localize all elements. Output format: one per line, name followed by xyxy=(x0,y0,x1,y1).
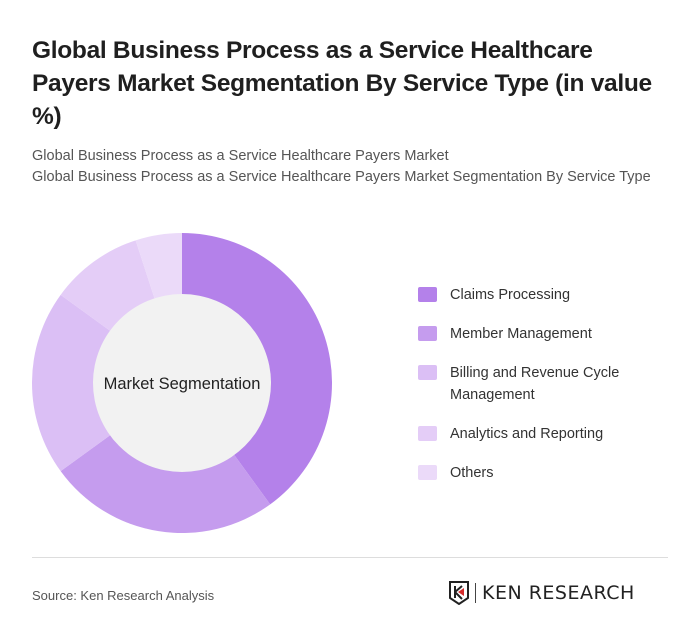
legend-item: Billing and Revenue Cycle Management xyxy=(418,362,678,406)
chart-subtitle: Global Business Process as a Service Hea… xyxy=(32,148,449,164)
legend-label: Analytics and Reporting xyxy=(450,426,604,442)
divider xyxy=(32,557,668,558)
chart-title: Global Business Process as a Service Hea… xyxy=(32,37,652,130)
donut-center xyxy=(93,294,271,472)
legend-label: Claims Processing xyxy=(450,287,571,303)
logo-text: KEN RESEARCH xyxy=(482,582,635,604)
legend-swatch xyxy=(418,287,437,302)
donut-chart: Market Segmentation xyxy=(31,233,332,533)
legend-label: Billing and Revenue Cycle Management xyxy=(450,365,620,403)
legend-item: Analytics and Reporting xyxy=(418,423,678,445)
legend-item: Others xyxy=(418,462,678,484)
logo-shield-icon xyxy=(449,581,469,605)
legend-item: Member Management xyxy=(418,323,678,345)
legend-label: Member Management xyxy=(450,326,592,342)
legend-swatch xyxy=(418,426,437,441)
source-note: Source: Ken Research Analysis xyxy=(32,588,215,603)
legend-item: Claims Processing xyxy=(418,284,678,306)
center-label: Market Segmentation xyxy=(104,375,261,393)
legend-label: Others xyxy=(450,465,494,481)
ken-research-logo: KEN RESEARCH xyxy=(448,581,635,605)
chart-subtitle-secondary: Global Business Process as a Service Hea… xyxy=(32,169,651,185)
legend-swatch xyxy=(418,465,437,480)
legend-swatch xyxy=(418,326,437,341)
legend-swatch xyxy=(418,365,437,380)
legend: Claims Processing Member Management Billin… xyxy=(418,284,678,501)
